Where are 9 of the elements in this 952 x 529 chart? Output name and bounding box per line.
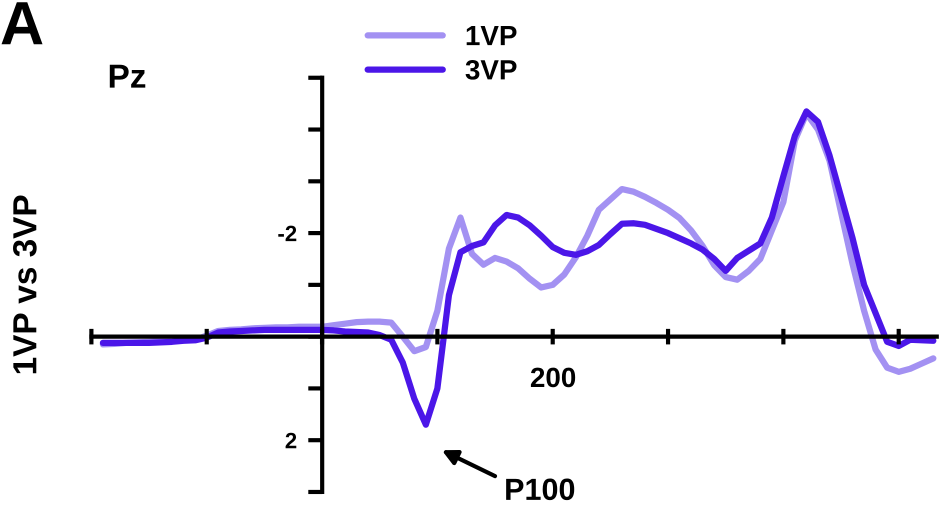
annotation: Pz [110,64,146,88]
text: A [2,2,43,44]
y-tick-label: -2 [278,226,296,242]
y-tick-label: 2 [286,432,296,448]
legend-label: 3VP [466,60,516,80]
y-axis-title: 1VP vs 3VP [13,195,37,374]
annotation: P100 [506,478,574,500]
annotation: 200 [530,368,576,388]
legend-label: 1VP [466,26,516,46]
